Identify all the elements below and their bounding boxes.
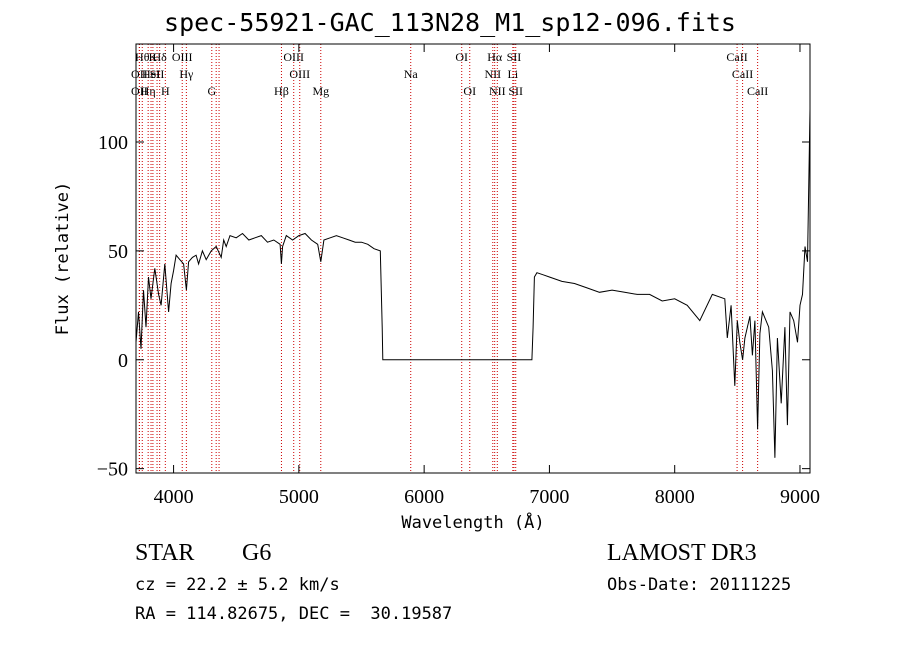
x-tick-label: 8000 (655, 486, 695, 508)
emission-line-label: Hδ (153, 50, 168, 64)
emission-line-label: OI (455, 50, 468, 64)
emission-line-label: Hθ (135, 50, 150, 64)
emission-line-label: OI (463, 84, 476, 98)
emission-line-label: Mg (312, 84, 329, 98)
x-tick-label: 9000 (780, 486, 820, 508)
plot-frame (135, 43, 811, 474)
emission-line-label: Hα (487, 50, 503, 64)
x-tick-label: 5000 (279, 486, 319, 508)
y-axis-ticks: −50 0 50 100 (97, 132, 810, 481)
x-axis-label: Wavelength (Å) (401, 511, 544, 533)
object-subclass: G6 (242, 540, 272, 566)
coordinates: RA = 114.82675, DEC = 30.19587 (135, 604, 453, 624)
emission-line-label: G (207, 84, 216, 98)
emission-line-label: Hβ (274, 84, 289, 98)
y-tick-label: −50 (97, 459, 128, 481)
emission-line-markers (138, 44, 759, 473)
emission-line-label: Li (508, 67, 519, 81)
y-tick-label: 100 (98, 132, 128, 154)
object-class: STAR (135, 540, 195, 566)
y-axis-label: Flux (relative) (53, 182, 73, 336)
emission-line-label: CaII (747, 84, 768, 98)
obs-date: Obs-Date: 20111225 (607, 575, 792, 595)
y-tick-label: 50 (108, 241, 128, 263)
y-tick-label: 0 (118, 350, 128, 372)
survey-name: LAMOST DR3 (607, 540, 757, 566)
emission-line-label: OIII (172, 50, 193, 64)
emission-line-label: OII (131, 67, 148, 81)
emission-line-label: NII (489, 84, 506, 98)
emission-line-label: OIII (289, 67, 310, 81)
emission-line-label: K (149, 50, 158, 64)
x-axis-ticks: 4000 5000 6000 7000 8000 9000 (154, 44, 820, 508)
emission-line-label: Hη (141, 84, 156, 98)
emission-line-label: CaII (726, 50, 747, 64)
chart-title: spec-55921-GAC_113N28_M1_sp12-096.fits (164, 8, 736, 37)
emission-line-label: Na (404, 67, 419, 81)
emission-line-label: OIII (283, 50, 304, 64)
emission-line-label: Hγ (179, 67, 194, 81)
emission-line-label: H (161, 84, 170, 98)
redshift-text: cz = 22.2 ± 5.2 km/s (135, 575, 340, 595)
emission-line-label: SII (507, 50, 522, 64)
emission-line-label: SII (150, 67, 165, 81)
emission-line-label: HeI (142, 67, 160, 81)
spectrum-line (135, 109, 811, 458)
x-tick-label: 4000 (154, 486, 194, 508)
emission-line-label: OII (131, 84, 148, 98)
emission-line-label: SII (508, 84, 523, 98)
emission-line-label: CaII (732, 67, 753, 81)
emission-line-label: NII (484, 67, 501, 81)
x-tick-label: 6000 (404, 486, 444, 508)
x-tick-label: 7000 (529, 486, 569, 508)
